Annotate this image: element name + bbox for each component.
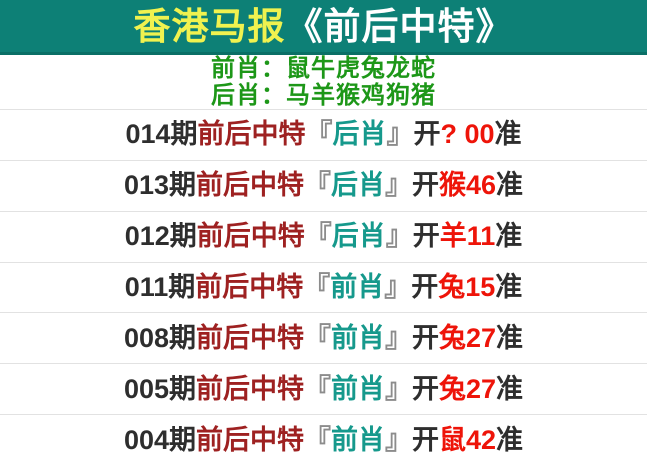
bracket-close: 』 — [385, 221, 413, 252]
open-label: 开 — [413, 119, 441, 150]
zodiac-type-label: 后肖 — [332, 119, 387, 150]
period-label: 004期 — [123, 424, 196, 455]
accurate-label: 准 — [495, 221, 523, 252]
bracket-close: 』 — [384, 272, 412, 302]
open-label: 开 — [412, 170, 439, 201]
result-value: 猴46 — [439, 170, 497, 201]
zodiac-type-label: 前肖 — [330, 272, 385, 302]
accurate-label: 准 — [495, 272, 523, 302]
bracket-close: 』 — [385, 322, 412, 353]
feature-label: 前后中特 — [196, 322, 304, 353]
accurate-label: 准 — [496, 322, 524, 353]
period-label: 005期 — [123, 373, 196, 404]
result-row: 005期 前后中特『前肖』开兔27 准 — [0, 364, 647, 416]
open-label: 开 — [412, 373, 439, 404]
bracket-open: 『 — [303, 272, 331, 302]
result-row: 014期 前后中特『后肖』开? 00 准 — [0, 110, 647, 161]
period-label: 012期 — [124, 221, 197, 252]
zodiac-type-label: 后肖 — [331, 221, 386, 252]
bracket-close: 』 — [385, 424, 412, 455]
result-list: 014期 前后中特『后肖』开? 00 准 013期 前后中特『后肖』开猴46 准 012… — [0, 110, 647, 465]
result-value: 羊11 — [439, 221, 496, 252]
bracket-close: 』 — [386, 119, 414, 150]
bracket-open: 『 — [304, 170, 331, 201]
back-zodiac-line: 后肖：马羊猴鸡狗猪 — [211, 82, 436, 109]
bracket-close: 』 — [385, 373, 412, 404]
result-value: 兔27 — [439, 322, 497, 353]
zodiac-type-label: 前肖 — [331, 373, 385, 404]
feature-label: 前后中特 — [195, 272, 304, 302]
feature-label: 前后中特 — [196, 424, 304, 455]
accurate-label: 准 — [496, 424, 524, 455]
accurate-label: 准 — [494, 119, 522, 150]
feature-label: 前后中特 — [196, 170, 304, 201]
bracket-open: 『 — [304, 221, 332, 252]
accurate-label: 准 — [496, 170, 524, 201]
result-row: 013期 前后中特『后肖』开猴46 准 — [0, 161, 647, 212]
result-value: ? 00 — [440, 119, 495, 150]
zodiac-section: 前肖：鼠牛虎兔龙蛇 后肖：马羊猴鸡狗猪 — [0, 55, 647, 110]
result-value: 兔15 — [438, 272, 496, 302]
feature-label: 前后中特 — [196, 373, 304, 404]
bracket-open: 『 — [304, 424, 331, 455]
period-label: 008期 — [123, 322, 196, 353]
result-row: 011期 前后中特『前肖』开兔15 准 — [0, 263, 647, 314]
open-label: 开 — [412, 424, 439, 455]
zodiac-type-label: 后肖 — [331, 170, 385, 201]
result-row: 004期 前后中特『前肖』开鼠42 准 — [0, 415, 647, 465]
period-label: 014期 — [125, 119, 198, 150]
bracket-open: 『 — [304, 322, 331, 353]
accurate-label: 准 — [496, 373, 524, 404]
page-title-highlight: 香港马报 — [133, 5, 286, 47]
zodiac-type-label: 前肖 — [331, 322, 385, 353]
open-label: 开 — [412, 322, 439, 353]
result-row: 012期 前后中特『后肖』开羊11 准 — [0, 212, 647, 263]
period-label: 011期 — [124, 272, 196, 302]
bracket-open: 『 — [305, 119, 333, 150]
feature-label: 前后中特 — [197, 119, 306, 150]
result-row: 008期 前后中特『前肖』开兔27 准 — [0, 313, 647, 365]
result-value: 兔27 — [439, 373, 497, 404]
bracket-close: 』 — [385, 170, 412, 201]
page-title-rest: 《前后中特》 — [285, 5, 514, 47]
front-zodiac-line: 前肖：鼠牛虎兔龙蛇 — [211, 55, 436, 82]
bracket-open: 『 — [304, 373, 331, 404]
page-header: 香港马报 《前后中特》 — [0, 0, 647, 55]
feature-label: 前后中特 — [196, 221, 305, 252]
zodiac-type-label: 前肖 — [331, 424, 385, 455]
open-label: 开 — [412, 221, 440, 252]
open-label: 开 — [411, 272, 439, 302]
period-label: 013期 — [123, 170, 196, 201]
result-value: 鼠42 — [439, 424, 497, 455]
